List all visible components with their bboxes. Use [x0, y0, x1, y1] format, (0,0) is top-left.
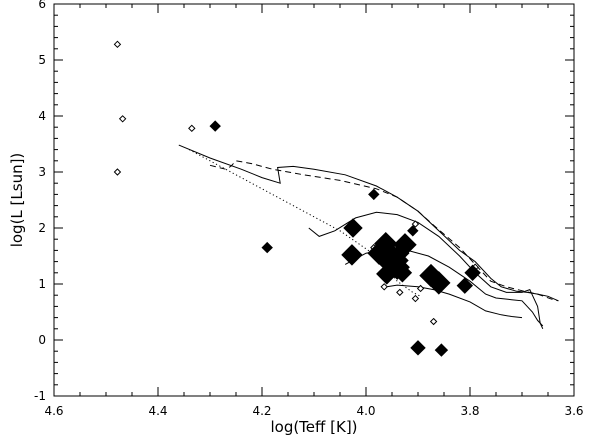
y-tick-label: 2	[38, 221, 46, 235]
y-tick-label: 3	[38, 165, 46, 179]
open-diamond-point	[429, 317, 438, 326]
open-diamond-point	[113, 168, 122, 176]
filled-diamond-point	[456, 277, 474, 294]
y-tick-label: 1	[38, 277, 46, 291]
track-dashed	[209, 160, 559, 302]
filled-diamond-series	[209, 120, 481, 357]
x-tick-label: 3.6	[564, 404, 583, 418]
y-tick-label: 6	[38, 0, 46, 11]
open-diamond-series	[113, 40, 479, 326]
x-tick-label: 4.0	[356, 404, 375, 418]
plot-frame	[53, 3, 575, 397]
filled-diamond-point	[464, 264, 481, 282]
open-diamond-point	[113, 40, 122, 49]
filled-diamond-point	[376, 263, 398, 285]
open-diamond-point	[416, 284, 425, 293]
x-axis: 4.6 4.4 4.2 4.0 3.8 3.6	[44, 4, 584, 418]
filled-diamond-point	[392, 263, 413, 283]
open-diamond-point	[396, 288, 404, 297]
track-solid	[386, 284, 523, 319]
filled-diamond-point	[407, 225, 419, 237]
open-diamond-point	[118, 115, 127, 123]
open-diamond-point	[380, 283, 388, 291]
filled-diamond-point	[209, 120, 221, 132]
x-tick-label: 3.8	[460, 404, 479, 418]
x-tick-label: 4.4	[148, 404, 167, 418]
x-axis-label: log(Teff [K])	[270, 418, 357, 436]
x-tick-label: 4.6	[44, 404, 63, 418]
evolution-tracks	[178, 144, 559, 330]
filled-diamond-point	[261, 241, 273, 254]
y-axis: -1 0 1 2 3 4 5 6	[34, 0, 574, 403]
open-diamond-point	[411, 220, 420, 228]
y-tick-label: 5	[38, 53, 46, 67]
open-diamond-point	[188, 124, 196, 133]
filled-diamond-point	[368, 188, 380, 201]
open-diamond-point	[411, 294, 420, 303]
y-axis-label: log(L [Lsun])	[8, 153, 26, 248]
y-tick-label: 4	[38, 109, 46, 123]
y-tick-label: -1	[34, 389, 46, 403]
filled-diamond-point	[390, 243, 410, 263]
track-solid	[178, 144, 559, 302]
y-tick-label: 0	[38, 333, 46, 347]
x-tick-label: 4.2	[252, 404, 271, 418]
filled-diamond-point	[341, 244, 363, 266]
filled-diamond-point	[343, 218, 363, 238]
filled-diamond-point	[434, 343, 449, 357]
filled-diamond-point	[427, 271, 451, 295]
filled-diamond-point	[410, 340, 426, 356]
track-solid	[308, 211, 544, 330]
